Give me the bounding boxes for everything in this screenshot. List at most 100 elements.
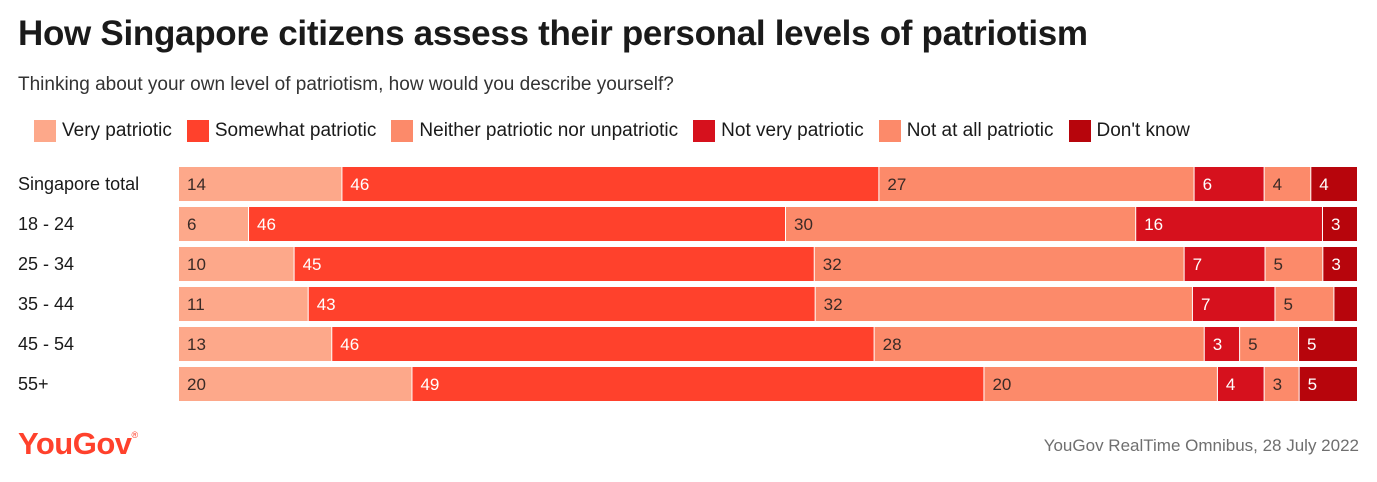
data-label: 7 xyxy=(1201,295,1210,314)
legend-item: Don't know xyxy=(1068,120,1190,142)
bar-segment xyxy=(1217,367,1264,401)
data-label: 5 xyxy=(1308,375,1317,394)
category-label: Singapore total xyxy=(18,174,139,194)
legend-label: Very patriotic xyxy=(62,120,172,141)
data-label: 7 xyxy=(1193,255,1202,274)
legend-swatch xyxy=(186,120,209,142)
bar-segment xyxy=(1240,327,1299,361)
bar-segment xyxy=(1264,367,1299,401)
data-label: 4 xyxy=(1319,175,1328,194)
data-label: 4 xyxy=(1226,375,1235,394)
bar-segment xyxy=(1334,287,1357,321)
bar-segment xyxy=(1265,247,1323,281)
data-label: 11 xyxy=(187,295,205,314)
data-label: 3 xyxy=(1273,375,1282,394)
bar-segment xyxy=(179,207,249,241)
data-label: 16 xyxy=(1144,215,1163,234)
bar-segment xyxy=(342,167,879,201)
data-label: 3 xyxy=(1331,255,1340,274)
legend-swatch xyxy=(34,120,56,142)
bar-segment xyxy=(1264,167,1311,201)
bar-segment xyxy=(815,287,1192,321)
data-label: 32 xyxy=(823,255,842,274)
legend-label: Neither patriotic nor unpatriotic xyxy=(419,120,679,141)
legend-item: Somewhat patriotic xyxy=(186,120,377,142)
bar-segment xyxy=(1204,327,1240,361)
data-label: 43 xyxy=(317,295,336,314)
bar-segment xyxy=(814,247,1184,281)
bar-segment xyxy=(1299,367,1357,401)
data-label: 32 xyxy=(824,295,843,314)
source-note: YouGov RealTime Omnibus, 28 July 2022 xyxy=(1043,436,1359,455)
bar-segment xyxy=(179,367,412,401)
legend-swatch xyxy=(693,120,716,142)
data-label: 28 xyxy=(883,335,902,354)
data-label: 6 xyxy=(1203,175,1212,194)
bar-segment xyxy=(1184,247,1265,281)
data-label: 46 xyxy=(340,335,359,354)
legend-item: Not very patriotic xyxy=(693,120,864,142)
data-label: 5 xyxy=(1274,255,1283,274)
data-label: 20 xyxy=(187,375,206,394)
bar-segment xyxy=(179,247,294,281)
data-label: 20 xyxy=(992,375,1011,394)
legend-label: Somewhat patriotic xyxy=(214,120,377,141)
data-label: 49 xyxy=(420,375,439,394)
data-label: 10 xyxy=(187,255,206,274)
bar-segment xyxy=(879,167,1194,201)
bar-segment xyxy=(1322,207,1357,241)
data-label: 4 xyxy=(1273,175,1282,194)
legend-label: Not at all patriotic xyxy=(906,120,1054,141)
legend-swatch xyxy=(878,120,901,142)
bar-segment xyxy=(1192,287,1275,321)
stacked-bar-chart: Singapore total 14 46 27 6 4 418 - 24 6 46 30 16 32… xyxy=(18,167,1357,401)
bar-segment xyxy=(249,207,786,241)
bar-segment xyxy=(1311,167,1357,201)
bar-segment xyxy=(412,367,984,401)
category-label: 35 - 44 xyxy=(18,294,74,314)
bar-segment xyxy=(1299,327,1357,361)
yougov-logo: YouGov® xyxy=(18,426,139,461)
data-label: 3 xyxy=(1213,335,1222,354)
data-label: 14 xyxy=(187,175,206,194)
data-label: 45 xyxy=(303,255,322,274)
chart-title: How Singapore citizens assess their pers… xyxy=(18,14,1088,53)
bar-segment xyxy=(786,207,1136,241)
category-label: 55+ xyxy=(18,374,49,394)
legend-label: Don't know xyxy=(1096,120,1190,141)
legend-item: Not at all patriotic xyxy=(878,120,1054,142)
bar-segment xyxy=(1194,167,1264,201)
bar-segment xyxy=(874,327,1204,361)
legend-item: Very patriotic xyxy=(34,120,172,142)
legend-item: Neither patriotic nor unpatriotic xyxy=(391,120,678,142)
data-label: 13 xyxy=(187,335,206,354)
bar-segment xyxy=(294,247,814,281)
bar-segment xyxy=(1323,247,1357,281)
data-label: 5 xyxy=(1307,335,1316,354)
bar-segment xyxy=(179,167,342,201)
legend-swatch xyxy=(391,120,414,142)
data-label: 46 xyxy=(257,215,276,234)
legend: Very patriotic Somewhat patriotic Neither … xyxy=(34,120,1205,142)
data-label: 27 xyxy=(887,175,906,194)
bar-segment xyxy=(308,287,815,321)
data-label: 3 xyxy=(1331,215,1340,234)
category-label: 25 - 34 xyxy=(18,254,74,274)
data-label: 5 xyxy=(1283,295,1292,314)
legend-label: Not very patriotic xyxy=(721,120,864,141)
registered-mark: ® xyxy=(131,430,139,440)
chart-subtitle: Thinking about your own level of patriot… xyxy=(18,74,674,95)
bar-segment xyxy=(179,287,308,321)
data-label: 46 xyxy=(350,175,369,194)
legend-swatch xyxy=(1068,120,1091,142)
data-label: 6 xyxy=(187,215,196,234)
data-label: 5 xyxy=(1248,335,1257,354)
bar-segment xyxy=(332,327,874,361)
bar-segment xyxy=(1136,207,1322,241)
data-label: 30 xyxy=(794,215,813,234)
bar-segment xyxy=(179,327,332,361)
bar-segment xyxy=(984,367,1217,401)
category-label: 45 - 54 xyxy=(18,334,74,354)
category-label: 18 - 24 xyxy=(18,214,74,234)
bar-segment xyxy=(1275,287,1334,321)
